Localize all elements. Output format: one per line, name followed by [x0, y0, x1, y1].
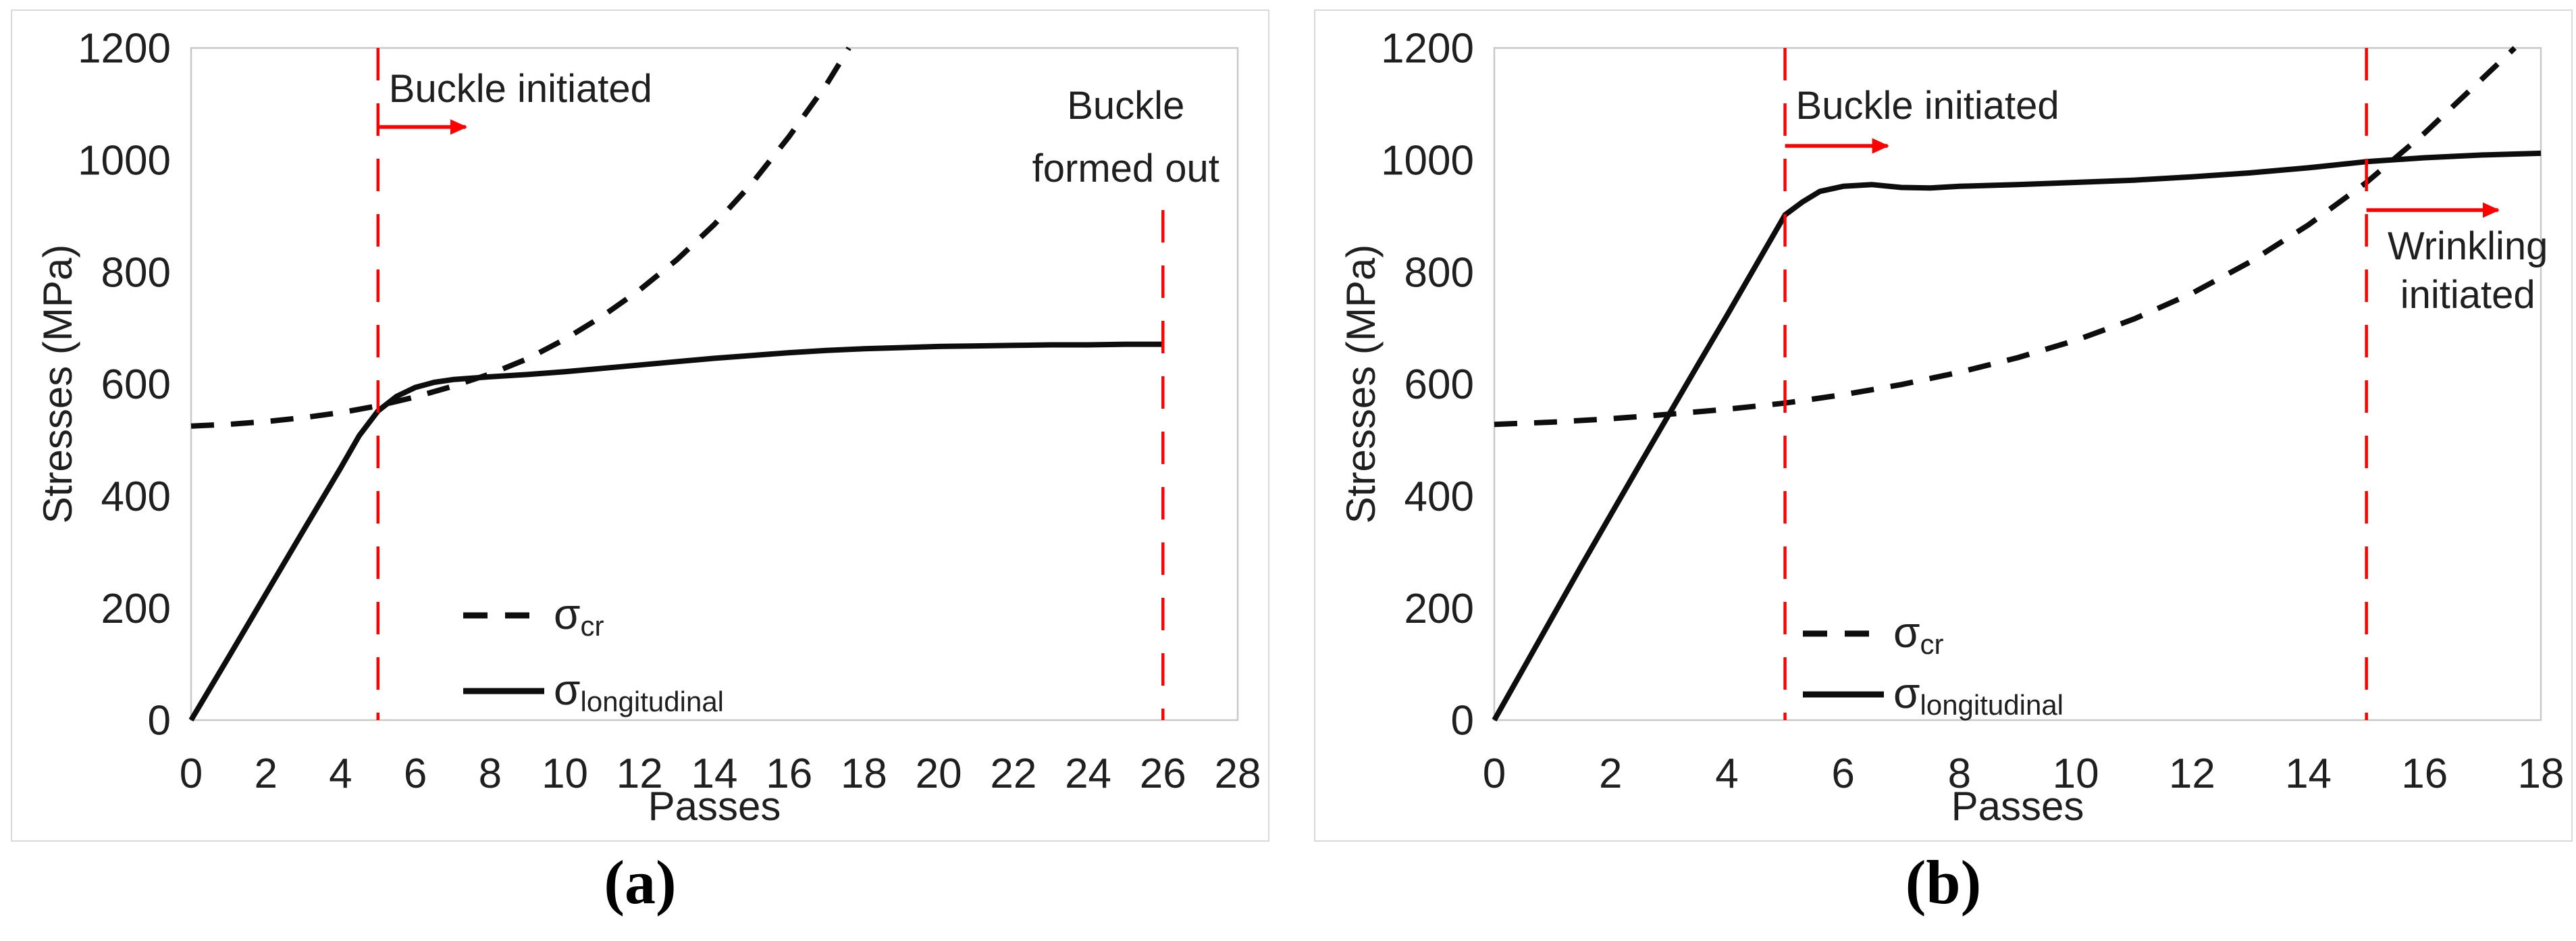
annotation-text: Buckle initiated: [389, 67, 652, 111]
y-tick-label: 1000: [78, 138, 171, 184]
x-tick-label: 10: [542, 751, 588, 797]
legend-label: σcr: [554, 590, 604, 642]
y-tick-label: 400: [1404, 474, 1474, 520]
x-tick-label: 26: [1140, 751, 1186, 797]
y-axis-title: Stresses (MPa): [1338, 245, 1384, 524]
annotation-text: Buckle: [1067, 84, 1184, 128]
panel-a: 0 200 400 600 800 1000 1200 0 2 4 6 8 10 12 14 16 18 20 22…: [11, 9, 1269, 917]
x-tick-label: 22: [990, 751, 1036, 797]
plot-border: [1493, 47, 2542, 721]
series-sigma_longitudinal: [188, 341, 1163, 722]
annotation-text: initiated: [2400, 273, 2535, 317]
y-tick-label: 1200: [78, 26, 171, 72]
x-tick-label: 4: [329, 751, 352, 797]
x-tick-label: 6: [1831, 751, 1854, 797]
x-tick-label: 14: [691, 751, 738, 797]
legend-label: σcr: [1893, 608, 1944, 660]
panel-b: 0 200 400 600 800 1000 1200 0 2 4 6 8 10 12 14 16 18 Stre…: [1314, 9, 2573, 917]
y-tick-label: 800: [101, 249, 171, 296]
y-tick-label: 1000: [1381, 138, 1474, 184]
figure: 0 200 400 600 800 1000 1200 0 2 4 6 8 10 12 14 16 18 20 22…: [11, 9, 2573, 917]
x-tick-label: 0: [1483, 751, 1506, 797]
y-axis: 0 200 400 600 800 1000 1200: [78, 26, 171, 744]
annotation-buckle-initiated: Buckle initiated: [1783, 48, 2059, 720]
y-tick-label: 200: [1404, 586, 1474, 632]
x-axis: 0 2 4 6 8 10 12 14 16 18 20 22 24 26 28: [180, 751, 1261, 797]
x-tick-label: 18: [841, 751, 887, 797]
x-tick-label: 2: [1599, 751, 1622, 797]
legend-label: σlongitudinal: [554, 665, 724, 717]
y-axis: 0 200 400 600 800 1000 1200: [1381, 26, 1474, 744]
x-tick-label: 24: [1065, 751, 1111, 797]
x-tick-label: 12: [616, 751, 663, 797]
plot-border: [190, 47, 1239, 721]
y-tick-label: 200: [101, 586, 171, 632]
x-tick-label: 16: [766, 751, 812, 797]
x-tick-label: 6: [404, 751, 427, 797]
caption-b: (b): [1314, 848, 2573, 917]
legend: σcr σlongitudinal: [463, 590, 724, 717]
x-tick-label: 2: [254, 751, 277, 797]
y-tick-label: 800: [1404, 249, 1474, 296]
x-tick-label: 12: [2169, 751, 2215, 797]
annotation-buckle-initiated: Buckle initiated: [376, 48, 652, 720]
legend: σcr σlongitudinal: [1803, 608, 2064, 721]
y-tick-label: 600: [1404, 361, 1474, 408]
x-axis: 0 2 4 6 8 10 12 14 16 18: [1483, 751, 2565, 797]
caption-b-label: (b): [1905, 848, 1982, 917]
y-tick-label: 0: [148, 698, 171, 744]
y-tick-label: 0: [1451, 698, 1474, 744]
x-tick-label: 0: [180, 751, 203, 797]
x-tick-label: 8: [479, 751, 502, 797]
annotation-buckle-formed-out: Buckle formed out: [1032, 84, 1219, 720]
x-tick-label: 14: [2285, 751, 2332, 797]
caption-a: (a): [11, 848, 1269, 917]
x-tick-label: 10: [2053, 751, 2099, 797]
caption-a-label: (a): [604, 848, 677, 917]
annotation-text: Buckle initiated: [1796, 84, 2059, 128]
x-axis-title: Passes: [648, 784, 781, 829]
chart-svg-b: 0 200 400 600 800 1000 1200 0 2 4 6 8 10 12 14 16 18 Stre…: [1338, 26, 2565, 829]
x-tick-label: 28: [1215, 751, 1261, 797]
series-sigma_longitudinal: [1492, 150, 2542, 721]
x-tick-label: 18: [2518, 751, 2565, 797]
chart-a-frame: 0 200 400 600 800 1000 1200 0 2 4 6 8 10 12 14 16 18 20 22…: [11, 9, 1269, 842]
y-tick-label: 400: [101, 474, 171, 520]
x-tick-label: 16: [2401, 751, 2448, 797]
x-tick-label: 4: [1715, 751, 1738, 797]
x-tick-label: 20: [916, 751, 962, 797]
annotation-wrinkling-initiated: Wrinkling initiated: [2365, 48, 2548, 720]
y-tick-label: 600: [101, 361, 171, 408]
x-tick-label: 8: [1948, 751, 1971, 797]
annotation-text: formed out: [1032, 147, 1219, 190]
x-axis-title: Passes: [1951, 784, 2084, 829]
annotation-text: Wrinkling: [2388, 224, 2548, 268]
y-axis-title: Stresses (MPa): [35, 245, 80, 524]
chart-b-frame: 0 200 400 600 800 1000 1200 0 2 4 6 8 10 12 14 16 18 Stre…: [1314, 9, 2573, 842]
y-tick-label: 1200: [1381, 26, 1474, 72]
legend-label: σlongitudinal: [1893, 669, 2064, 721]
